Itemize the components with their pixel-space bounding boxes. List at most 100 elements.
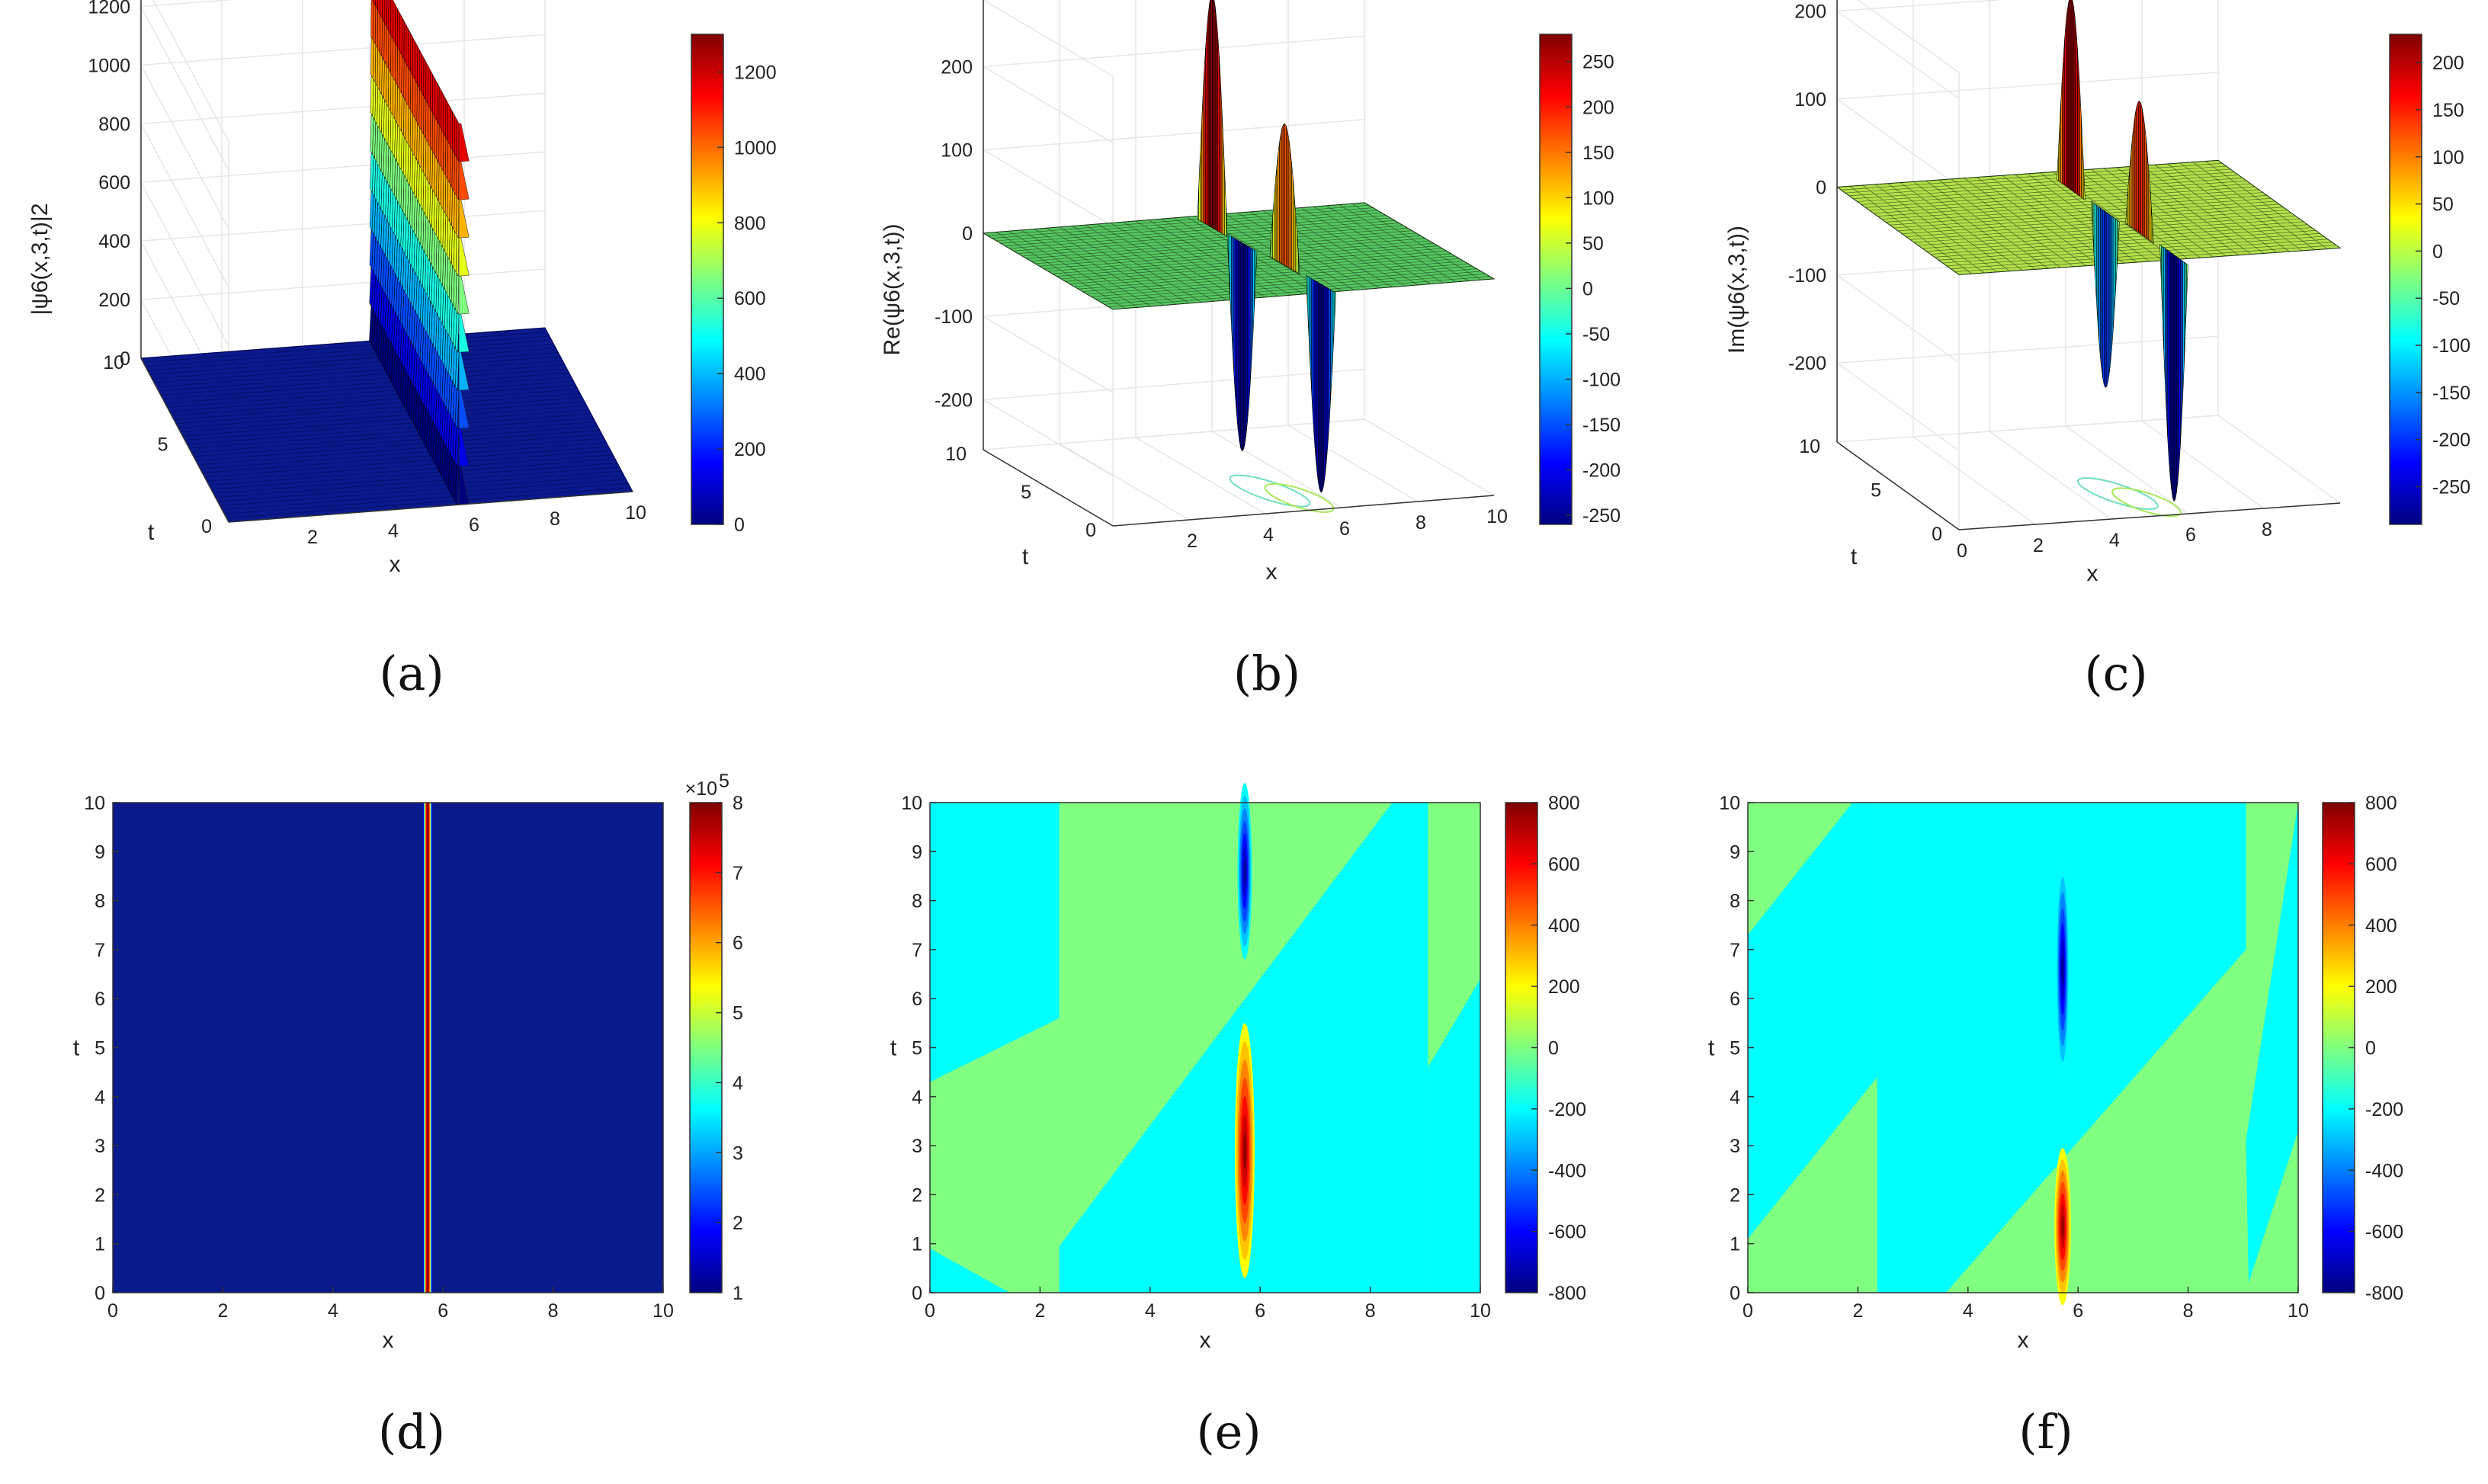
x-tick-label-b: 10 [1486, 506, 1508, 527]
z-tick-label-b: -100 [935, 306, 973, 328]
caption-e: (e) [1196, 1404, 1261, 1460]
x-tick-label-d: 4 [328, 1300, 338, 1322]
y-tick-label-f: 4 [1730, 1087, 1740, 1108]
x-axis-label-e: x [1200, 1328, 1211, 1353]
z-axis-label-a: |ψ6(x,3,t)|2 [27, 203, 53, 315]
caption-c: (c) [2084, 646, 2147, 701]
colorbar-tick-label-a: 200 [734, 439, 766, 460]
mesh-line-b [1059, 226, 1190, 304]
colorbar-tick-label-f: -200 [2365, 1099, 2403, 1120]
colorbar-tick-label-d: 1 [733, 1283, 743, 1304]
z-tick-label-c: -200 [1788, 353, 1826, 374]
colorbar-tick-label-a: 600 [734, 288, 766, 309]
ridge-face-a [373, 0, 376, 7]
ridge-face-a [456, 157, 460, 201]
y-tick-label-d: 8 [95, 891, 105, 912]
colorbar-tick-label-b: 0 [1582, 278, 1593, 300]
ridge-face-a [381, 0, 385, 23]
mesh-line-c [2091, 168, 2214, 258]
x-tick-label-d: 6 [438, 1300, 448, 1322]
mesh-line-b [1148, 220, 1278, 296]
heatmap-band-stripe-d [428, 803, 430, 1293]
t-axis-a [140, 357, 229, 523]
x-axis-label-a: x [390, 552, 401, 577]
grid-line-c [1912, 436, 2036, 525]
heatmap-band-stripe-d [430, 803, 431, 1293]
floor-contour-b [1264, 482, 1335, 513]
t-tick-label-b: 0 [1085, 520, 1096, 541]
y-tick-label-e: 7 [912, 940, 922, 961]
lobe-face-c [2070, 0, 2073, 191]
z-tick-label-b: 200 [941, 56, 973, 78]
mesh-line-c [1836, 187, 1960, 275]
colorbar-tick-label-c: -150 [2432, 383, 2470, 404]
ridge-face-a [436, 82, 440, 125]
heatmap-region-e [930, 803, 1060, 1082]
colorbar-tick-label-d: 5 [733, 1003, 743, 1024]
mesh-line-a [207, 450, 611, 482]
lobe-face-b [1197, 186, 1199, 221]
ridge-face-a [380, 0, 383, 19]
y-tick-label-f: 6 [1730, 989, 1740, 1010]
mesh-line-b [1008, 230, 1139, 308]
y-tick-label-f: 9 [1730, 841, 1740, 863]
ridge-face-a [454, 115, 457, 158]
mesh-line-a [204, 446, 609, 478]
colorbar-tick-label-d: 7 [733, 863, 743, 884]
grid-line-c [2065, 425, 2188, 514]
mesh-line-a [193, 425, 598, 457]
ridge-face-a [445, 98, 448, 142]
x-axis-label-c: x [2087, 561, 2098, 586]
z-tick-label-a: 200 [98, 290, 130, 311]
y-tick-label-e: 9 [912, 841, 922, 863]
x-tick-label-d: 2 [217, 1300, 228, 1322]
x-tick-label-d: 0 [107, 1300, 118, 1322]
side-wall-c [1836, 0, 1960, 531]
x-tick-label-f: 6 [2073, 1300, 2083, 1322]
heatmap-region-f [2105, 803, 2246, 940]
colorbar-tick-label-c: -100 [2432, 335, 2470, 357]
z-tick-label-c: 200 [1794, 2, 1826, 23]
x-tick-label-f: 0 [1743, 1300, 1753, 1322]
t-tick-label-b: 10 [945, 444, 967, 465]
mesh-line-a [226, 487, 631, 519]
mesh-line-a [165, 372, 569, 404]
t-tick-label-a: 10 [103, 352, 124, 373]
colorbar-tick-label-d: 4 [733, 1072, 743, 1094]
ridge-face-a [456, 194, 460, 239]
z-tick-label-b: 0 [962, 223, 973, 245]
lobe-face-c [2159, 244, 2162, 281]
heatmap-band-stripe-d [425, 803, 427, 1293]
mesh-line-b [1034, 229, 1164, 306]
mesh-line-a [210, 458, 616, 490]
caption-d: (d) [378, 1404, 445, 1460]
t-tick-label-a: 0 [201, 516, 212, 537]
mesh-line-b [1300, 207, 1431, 284]
ridge-face-a [388, 0, 392, 35]
x-tick-label-a: 2 [307, 527, 318, 548]
y-tick-label-e: 10 [901, 793, 922, 814]
caption-f: (f) [2018, 1404, 2073, 1460]
mesh-line-b [1110, 223, 1240, 300]
colorbar-tick-label-b: 250 [1582, 52, 1614, 73]
mesh-line-b [1097, 223, 1228, 301]
floor-contour-c [2111, 487, 2182, 518]
y-tick-label-d: 1 [95, 1234, 105, 1255]
ridge-front-a [458, 123, 470, 162]
x-axis-c [1958, 502, 2341, 530]
z-tick-label-c: 100 [1794, 89, 1826, 111]
mesh-line-a [180, 401, 585, 433]
colorbar-tick-label-e: 0 [1548, 1038, 1559, 1059]
ridge-face-a [456, 119, 460, 162]
mesh-line-c [1977, 177, 2099, 265]
y-tick-label-d: 3 [95, 1136, 105, 1157]
z-axis-label-b: Re(ψ6(x,3,t)) [880, 223, 905, 355]
x-axis-b [1112, 495, 1495, 527]
colorbar-tick-label-e: -200 [1548, 1099, 1586, 1120]
x-tick-label-b: 2 [1187, 530, 1198, 552]
colorbar-tick-label-c: 100 [2432, 147, 2464, 168]
grid-line-b [1211, 431, 1342, 508]
mesh-line-b [1021, 229, 1152, 307]
x-tick-label-f: 8 [2183, 1300, 2194, 1322]
